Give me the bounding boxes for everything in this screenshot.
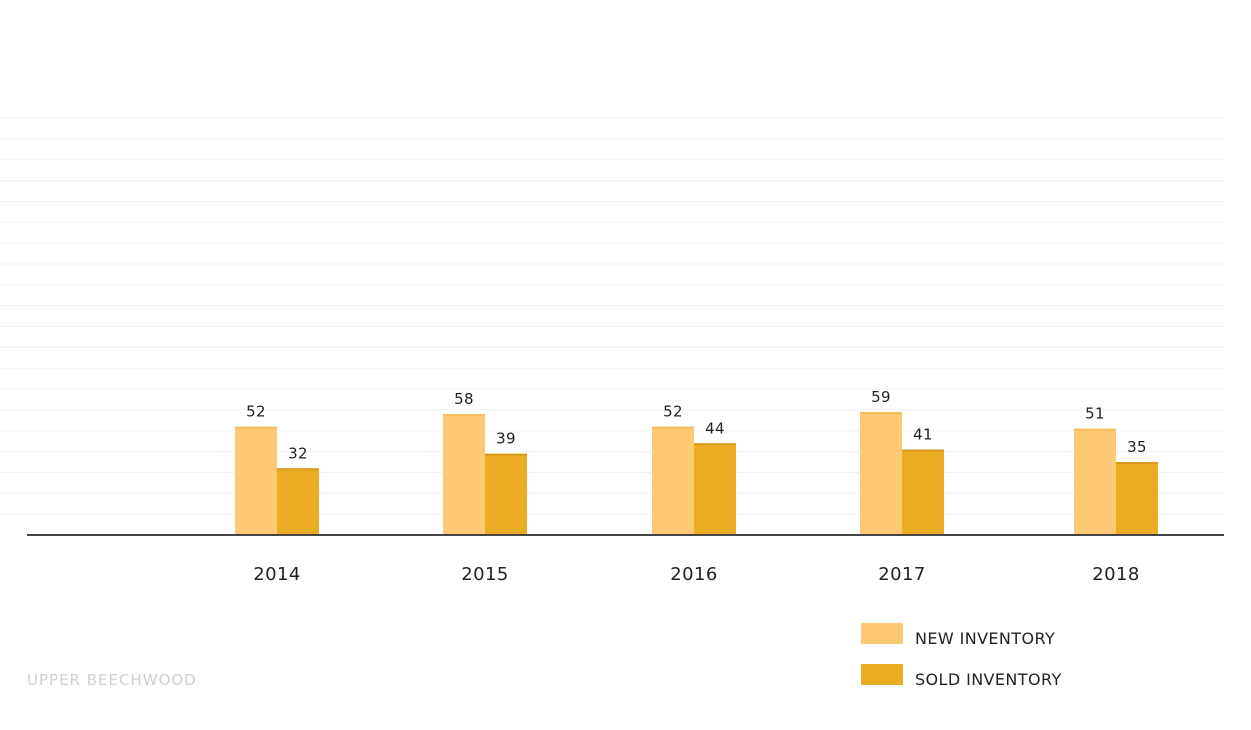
value-label-new-inventory-2015: 58: [454, 390, 474, 408]
legend-label-sold-inventory: SOLD INVENTORY: [915, 670, 1062, 689]
value-label-new-inventory-2018: 51: [1085, 405, 1105, 423]
bar-new-inventory-2016: [652, 426, 694, 535]
bar-sold-inventory-2016: [694, 443, 736, 535]
footer-label: UPPER BEECHWOOD: [27, 671, 197, 689]
bar-cap-sold-inventory-2016: [694, 443, 736, 446]
legend: NEW INVENTORY SOLD INVENTORY: [861, 623, 1062, 689]
bar-cap-sold-inventory-2018: [1116, 462, 1158, 465]
value-label-sold-inventory-2018: 35: [1127, 438, 1147, 456]
value-label-sold-inventory-2015: 39: [496, 430, 516, 448]
bar-group-2018: 51 35: [1074, 405, 1158, 535]
bar-sold-inventory-2018: [1116, 462, 1158, 535]
bars-group: 52 32 58 39 52 44 59 41 51 35: [235, 388, 1158, 535]
bar-new-inventory-2017: [860, 411, 902, 535]
bar-group-2015: 58 39: [443, 390, 527, 535]
value-label-sold-inventory-2017: 41: [913, 426, 933, 444]
x-tick-label-2017: 2017: [878, 564, 925, 585]
bar-new-inventory-2014: [235, 426, 277, 535]
bar-cap-new-inventory-2018: [1074, 428, 1116, 431]
legend-swatch-sold-inventory: [861, 664, 903, 685]
value-label-new-inventory-2016: 52: [663, 403, 683, 421]
x-tick-label-2016: 2016: [670, 564, 717, 585]
bar-group-2016: 52 44: [652, 403, 736, 535]
bar-cap-sold-inventory-2017: [902, 449, 944, 452]
value-label-new-inventory-2017: 59: [871, 388, 891, 406]
bar-cap-sold-inventory-2014: [277, 468, 319, 471]
legend-label-new-inventory: NEW INVENTORY: [915, 629, 1055, 648]
x-tick-label-2014: 2014: [253, 564, 300, 585]
bar-group-2017: 59 41: [860, 388, 944, 535]
bar-sold-inventory-2014: [277, 468, 319, 535]
bar-new-inventory-2018: [1074, 428, 1116, 535]
bar-sold-inventory-2015: [485, 453, 527, 535]
grid-lines: [0, 117, 1224, 515]
bar-new-inventory-2015: [443, 414, 485, 535]
bar-cap-new-inventory-2017: [860, 411, 902, 414]
bar-group-2014: 52 32: [235, 403, 319, 535]
value-label-new-inventory-2014: 52: [246, 403, 266, 421]
bar-cap-new-inventory-2016: [652, 426, 694, 429]
x-tick-label-2015: 2015: [461, 564, 508, 585]
value-label-sold-inventory-2014: 32: [288, 444, 308, 462]
bar-cap-new-inventory-2014: [235, 426, 277, 429]
bar-cap-new-inventory-2015: [443, 414, 485, 417]
legend-swatch-new-inventory: [861, 623, 903, 644]
x-tick-labels: 2014 2015 2016 2017 2018: [253, 564, 1139, 585]
value-label-sold-inventory-2016: 44: [705, 419, 725, 437]
x-tick-label-2018: 2018: [1092, 564, 1139, 585]
bar-cap-sold-inventory-2015: [485, 453, 527, 456]
bar-sold-inventory-2017: [902, 449, 944, 535]
